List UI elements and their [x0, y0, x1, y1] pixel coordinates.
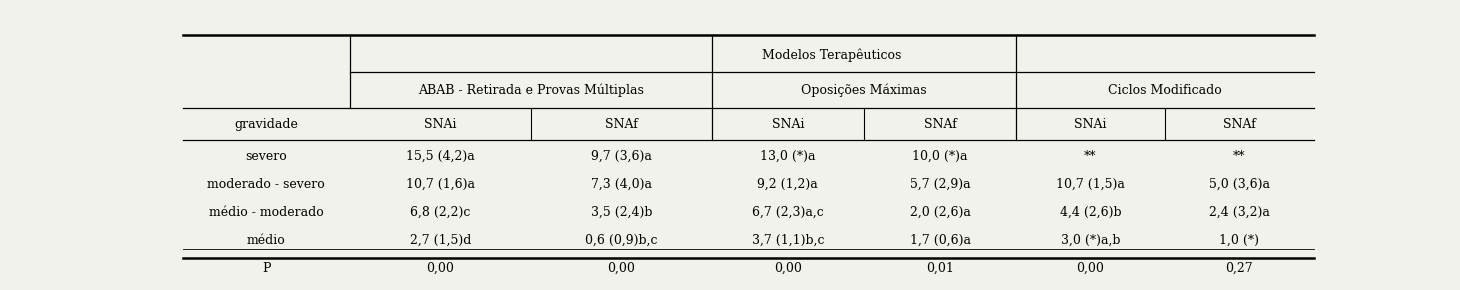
Text: 0,00: 0,00 [607, 262, 635, 275]
Text: ABAB - Retirada e Provas Múltiplas: ABAB - Retirada e Provas Múltiplas [418, 84, 644, 97]
Text: 0,6 (0,9)b,c: 0,6 (0,9)b,c [585, 234, 658, 247]
Text: 1,0 (*): 1,0 (*) [1219, 234, 1260, 247]
Text: **: ** [1085, 150, 1096, 163]
Text: 10,0 (*)a: 10,0 (*)a [912, 150, 968, 163]
Text: gravidade: gravidade [234, 118, 298, 131]
Text: 9,7 (3,6)a: 9,7 (3,6)a [591, 150, 653, 163]
Text: 1,7 (0,6)a: 1,7 (0,6)a [910, 234, 971, 247]
Text: 0,27: 0,27 [1225, 262, 1253, 275]
Text: 6,8 (2,2)c: 6,8 (2,2)c [410, 206, 470, 219]
Text: 10,7 (1,5)a: 10,7 (1,5)a [1056, 178, 1126, 191]
Text: médio - moderado: médio - moderado [209, 206, 324, 219]
Text: 3,7 (1,1)b,c: 3,7 (1,1)b,c [752, 234, 823, 247]
Text: SNAf: SNAf [924, 118, 956, 131]
Text: P: P [261, 262, 270, 275]
Text: 5,0 (3,6)a: 5,0 (3,6)a [1209, 178, 1270, 191]
Text: 7,3 (4,0)a: 7,3 (4,0)a [591, 178, 653, 191]
Text: 0,00: 0,00 [1076, 262, 1104, 275]
Text: 0,00: 0,00 [426, 262, 454, 275]
Text: 9,2 (1,2)a: 9,2 (1,2)a [758, 178, 818, 191]
Text: 2,7 (1,5)d: 2,7 (1,5)d [410, 234, 472, 247]
Text: 0,01: 0,01 [926, 262, 953, 275]
Text: SNAf: SNAf [604, 118, 638, 131]
Text: 13,0 (*)a: 13,0 (*)a [761, 150, 816, 163]
Text: Modelos Terapêuticos: Modelos Terapêuticos [762, 48, 902, 62]
Text: SNAi: SNAi [1075, 118, 1107, 131]
Text: 6,7 (2,3)a,c: 6,7 (2,3)a,c [752, 206, 823, 219]
Text: 3,0 (*)a,b: 3,0 (*)a,b [1061, 234, 1120, 247]
Text: Oposições Máximas: Oposições Máximas [802, 84, 927, 97]
Text: médio: médio [247, 234, 286, 247]
Text: 0,00: 0,00 [774, 262, 802, 275]
Text: SNAi: SNAi [771, 118, 804, 131]
Text: 15,5 (4,2)a: 15,5 (4,2)a [406, 150, 474, 163]
Text: SNAi: SNAi [425, 118, 457, 131]
Text: 5,7 (2,9)a: 5,7 (2,9)a [910, 178, 971, 191]
Text: 4,4 (2,6)b: 4,4 (2,6)b [1060, 206, 1121, 219]
Text: SNAf: SNAf [1223, 118, 1256, 131]
Text: 2,4 (3,2)a: 2,4 (3,2)a [1209, 206, 1270, 219]
Text: **: ** [1234, 150, 1245, 163]
Text: 3,5 (2,4)b: 3,5 (2,4)b [591, 206, 653, 219]
Text: severo: severo [245, 150, 288, 163]
Text: Ciclos Modificado: Ciclos Modificado [1108, 84, 1222, 97]
Text: 10,7 (1,6)a: 10,7 (1,6)a [406, 178, 474, 191]
Text: 2,0 (2,6)a: 2,0 (2,6)a [910, 206, 971, 219]
Text: moderado - severo: moderado - severo [207, 178, 326, 191]
